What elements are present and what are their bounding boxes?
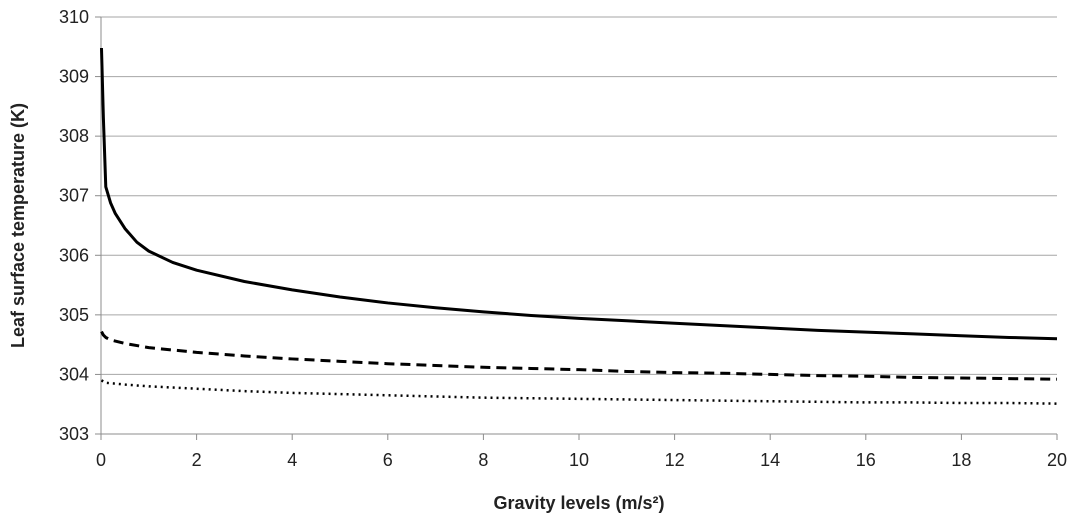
series-line-dashed xyxy=(100,330,1058,381)
gridlines xyxy=(101,16,1057,375)
x-tick-label-18: 18 xyxy=(951,450,971,470)
x-tick-label-2: 2 xyxy=(192,450,202,470)
y-tick-label-310: 310 xyxy=(59,7,89,27)
x-tick-label-14: 14 xyxy=(760,450,780,470)
y-tick-label-305: 305 xyxy=(59,305,89,325)
y-tick-label-306: 306 xyxy=(59,245,89,265)
x-tick-label-8: 8 xyxy=(478,450,488,470)
x-tick-label-0: 0 xyxy=(96,450,106,470)
y-tick-label-303: 303 xyxy=(59,424,89,444)
y-tick-labels: 303 304 305 306 307 308 309 310 xyxy=(59,7,89,444)
y-tick-label-304: 304 xyxy=(59,364,89,384)
series-line-solid xyxy=(99,47,1058,341)
x-tick-labels: 0 2 4 6 8 10 12 14 16 18 20 xyxy=(96,450,1067,470)
series-lines xyxy=(99,47,1058,405)
x-tick-label-4: 4 xyxy=(287,450,297,470)
y-tick-label-308: 308 xyxy=(59,126,89,146)
x-tick-label-12: 12 xyxy=(665,450,685,470)
series-line-dotted xyxy=(100,379,1058,405)
y-axis-title: Leaf surface temperature (K) xyxy=(8,103,28,348)
x-tick-label-6: 6 xyxy=(383,450,393,470)
x-tick-label-20: 20 xyxy=(1047,450,1067,470)
x-tick-label-10: 10 xyxy=(569,450,589,470)
y-tick-label-309: 309 xyxy=(59,67,89,87)
x-tick-label-16: 16 xyxy=(856,450,876,470)
y-tick-label-307: 307 xyxy=(59,186,89,206)
axes xyxy=(95,16,1058,440)
x-axis-title: Gravity levels (m/s²) xyxy=(493,493,664,513)
